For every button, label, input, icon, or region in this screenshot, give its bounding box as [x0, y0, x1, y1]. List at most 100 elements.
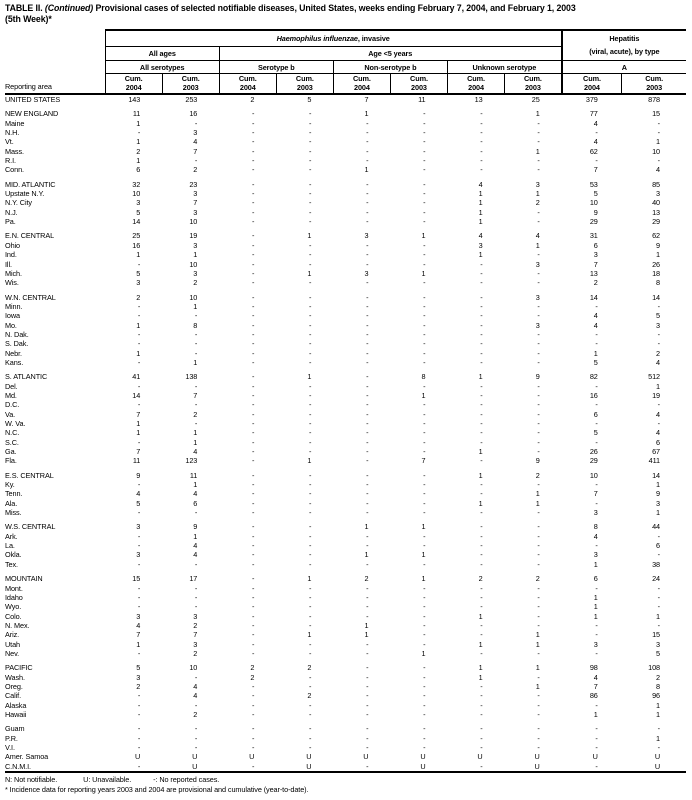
non-serotype-b-header: Non-serotype b: [333, 60, 449, 74]
data-cell: -: [537, 390, 540, 400]
data-cell: 2: [656, 348, 660, 358]
data-cell: 10: [589, 198, 598, 208]
data-cell: -: [423, 630, 426, 640]
data-cell: 14: [652, 292, 660, 302]
data-cell: -: [366, 301, 369, 311]
data-cell: -: [480, 419, 483, 428]
data-cell: -: [251, 508, 255, 518]
data-cell: -: [309, 592, 312, 602]
table-row: W.S. CENTRAL 3 9 - - 1 1 - - 8 44: [5, 522, 686, 531]
data-cell: -: [480, 583, 483, 593]
data-cell: 1: [478, 639, 483, 649]
data-cell: -: [251, 639, 255, 649]
data-cell: -: [480, 691, 483, 701]
data-cell: -: [423, 207, 426, 217]
data-cell: -: [595, 400, 598, 410]
data-cell: 1: [136, 250, 141, 260]
data-cell: -: [423, 381, 426, 391]
data-cell: -: [309, 301, 312, 311]
table-row: V.I. - - - - - - - - - -: [5, 743, 686, 752]
data-cell: 62: [652, 231, 660, 241]
data-cell: 41: [132, 372, 141, 382]
data-cell: 5: [593, 189, 598, 199]
data-cell: -: [309, 559, 312, 569]
header-row-serotypes: All serotypes Serotype b Non-serotype b …: [5, 60, 686, 74]
data-cell: -: [480, 559, 483, 569]
data-cell: 1: [593, 709, 598, 719]
data-cell: 17: [189, 574, 198, 584]
data-cell: -: [251, 339, 255, 349]
table-row: Ky. - 1 - - - - - - - 1: [5, 480, 686, 489]
data-cell: -: [423, 329, 426, 339]
data-cell: -: [366, 409, 369, 419]
data-cell: -: [194, 329, 198, 339]
row-label: R.I.: [5, 156, 16, 166]
data-cell: 2: [193, 409, 198, 419]
data-cell: -: [480, 743, 483, 752]
data-cell: -: [537, 648, 540, 658]
row-label: Del.: [5, 381, 18, 391]
table-row: Kans. - 1 - - - - - - 5 4: [5, 358, 686, 367]
data-cell: -: [480, 320, 483, 330]
data-cell: -: [595, 498, 598, 508]
data-cell: -: [309, 550, 312, 560]
row-label: Fla.: [5, 456, 17, 466]
data-cell: 3: [656, 189, 660, 199]
data-cell: -: [251, 381, 255, 391]
data-cell: -: [480, 292, 483, 302]
row-label: W.N. CENTRAL: [5, 292, 56, 302]
data-cell: 15: [652, 109, 660, 119]
data-cell: -: [366, 663, 369, 673]
data-cell: 1: [656, 611, 660, 621]
row-label: NEW ENGLAND: [5, 109, 59, 119]
data-cell: -: [309, 357, 312, 367]
data-cell: -: [423, 301, 426, 311]
data-cell: -: [537, 620, 540, 630]
data-cell: -: [423, 320, 426, 330]
table-row: Ga. 7 4 - - - - 1 - 26 67: [5, 447, 686, 456]
data-cell: -: [595, 381, 598, 391]
data-cell: -: [366, 189, 369, 199]
data-cell: 3: [193, 611, 198, 621]
data-cell: 29: [652, 217, 660, 227]
data-cell: -: [423, 198, 426, 208]
table-row: Maine 1 - - - - - - - 4 -: [5, 119, 686, 128]
cum-2004-col9: Cum. 2004: [561, 73, 623, 95]
data-cell: 29: [589, 217, 598, 227]
table-row: Utah 1 3 - - - - 1 1 3 3: [5, 640, 686, 649]
data-cell: 143: [128, 95, 141, 104]
table-row: Mont. - - - - - - - - - -: [5, 584, 686, 593]
data-cell: 1: [421, 574, 426, 584]
title-label: TABLE II.: [5, 3, 45, 13]
table-row: Wyo. - - - - - - - - 1 -: [5, 602, 686, 611]
data-cell: -: [194, 348, 198, 358]
data-cell: 1: [193, 531, 198, 541]
data-cell: 1: [478, 207, 483, 217]
data-cell: U: [306, 752, 312, 762]
data-cell: 26: [589, 447, 598, 457]
data-cell: -: [537, 118, 540, 128]
row-label: E.S. CENTRAL: [5, 470, 54, 480]
data-cell: -: [251, 259, 255, 269]
data-cell: -: [366, 508, 369, 518]
row-label: S.C.: [5, 437, 19, 447]
data-cell: -: [251, 372, 255, 382]
data-cell: -: [194, 602, 198, 612]
cum-2004-col1: Cum. 2004: [105, 73, 163, 95]
data-cell: 25: [531, 95, 540, 104]
data-cell: 24: [652, 574, 660, 584]
table-row: Oreg. 2 4 - - - - - 1 7 8: [5, 682, 686, 691]
data-cell: -: [537, 137, 540, 147]
data-cell: 1: [364, 522, 369, 532]
data-cell: -: [537, 672, 540, 682]
data-cell: -: [537, 428, 540, 438]
data-cell: -: [366, 348, 369, 358]
data-cell: -: [309, 648, 312, 658]
data-cell: 82: [589, 372, 598, 382]
data-cell: -: [537, 156, 540, 166]
data-cell: -: [366, 639, 369, 649]
table-row: Ill. - 10 - - - - - 3 7 26: [5, 260, 686, 269]
data-cell: -: [366, 611, 369, 621]
data-cell: 1: [593, 602, 598, 612]
row-label: Tenn.: [5, 489, 23, 499]
